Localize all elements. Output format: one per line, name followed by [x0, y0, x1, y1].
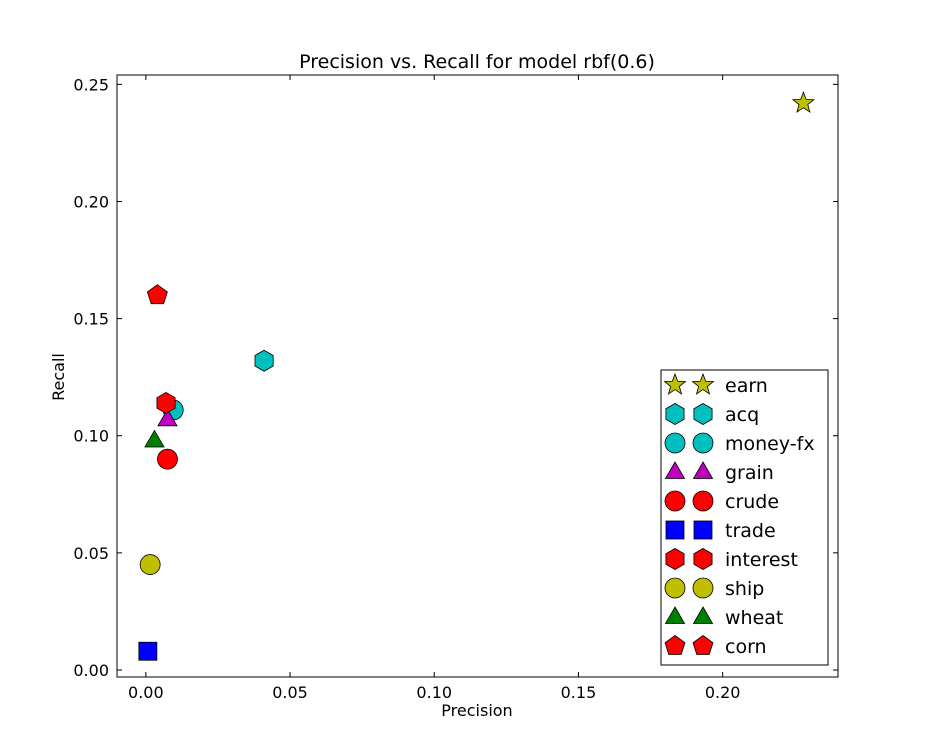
data-point-trade: [138, 641, 158, 661]
data-point-acq: [254, 349, 274, 372]
data-point-wheat: [144, 429, 165, 448]
data-point-grain: [157, 408, 178, 427]
legend-label-ship: ship: [725, 578, 764, 600]
legend-marker-grain: [664, 461, 686, 479]
legend-marker-wheat: [664, 606, 686, 624]
legend-label-acq: acq: [725, 404, 759, 426]
legend-marker-ship: [692, 577, 714, 599]
y-tick-label: 0.05: [73, 544, 109, 563]
x-tick-label: 0.00: [128, 683, 164, 702]
data-point-corn: [146, 284, 168, 305]
x-tick-label: 0.20: [705, 683, 741, 702]
legend-marker-grain: [692, 461, 714, 479]
legend-items: earn acq money-fx grain crude trade interest sh…: [663, 372, 815, 658]
data-point-earn: [791, 90, 815, 113]
legend-marker-interest: [693, 548, 713, 570]
data-points: [138, 90, 815, 661]
legend-frame: [660, 369, 829, 666]
legend-marker-ship: [664, 577, 686, 599]
data-point-ship: [139, 554, 161, 575]
legend-marker-trade: [665, 520, 685, 540]
legend-marker-crude: [664, 490, 686, 512]
x-tick-label: 0.15: [561, 683, 597, 702]
x-axis: 0.00 0.05 0.10 0.15 0.20: [128, 75, 740, 702]
data-point-crude: [157, 448, 178, 470]
y-axis: 0.00 0.05 0.10 0.15 0.20 0.25: [73, 75, 838, 680]
legend-marker-trade: [693, 520, 713, 540]
y-tick-label: 0.10: [73, 427, 109, 446]
legend-marker-money-fx: [692, 432, 714, 454]
y-tick-label: 0.20: [73, 192, 109, 211]
legend-marker-acq: [693, 403, 713, 425]
chart-title: Precision vs. Recall for model rbf(0.6): [299, 51, 655, 73]
legend-label-grain: grain: [725, 462, 774, 484]
x-tick-label: 0.10: [416, 683, 452, 702]
x-tick-label: 0.05: [272, 683, 308, 702]
legend-marker-wheat: [692, 606, 714, 624]
legend-marker-earn: [663, 372, 687, 395]
y-tick-label: 0.00: [73, 661, 109, 680]
legend-label-money-fx: money-fx: [725, 433, 815, 455]
x-axis-label: Precision: [441, 701, 512, 720]
legend-marker-crude: [692, 490, 714, 512]
legend-marker-interest: [665, 548, 685, 570]
y-tick-label: 0.25: [73, 75, 109, 94]
legend-marker-acq: [665, 403, 685, 425]
legend-marker-corn: [692, 635, 714, 655]
legend-label-wheat: wheat: [725, 607, 783, 629]
legend: earn acq money-fx grain crude trade interest sh…: [660, 369, 829, 666]
data-point-interest: [156, 391, 176, 414]
legend-label-corn: corn: [725, 636, 767, 658]
legend-label-crude: crude: [725, 491, 779, 513]
legend-label-trade: trade: [725, 520, 776, 542]
legend-marker-money-fx: [664, 432, 686, 454]
legend-marker-earn: [691, 372, 715, 395]
legend-label-interest: interest: [725, 549, 798, 571]
y-axis-label: Recall: [49, 353, 68, 401]
legend-label-earn: earn: [725, 375, 768, 397]
legend-marker-corn: [664, 635, 686, 655]
y-tick-label: 0.15: [73, 310, 109, 329]
